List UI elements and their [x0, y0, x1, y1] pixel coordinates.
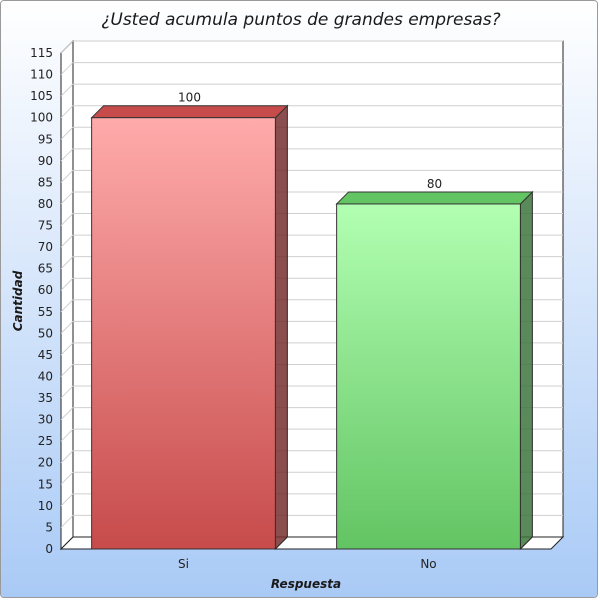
y-tick-label: 75 — [38, 219, 53, 233]
gridline-side — [60, 277, 74, 291]
gridline-side — [60, 320, 74, 334]
gridline-side — [60, 471, 74, 485]
y-tick-label: 0 — [45, 542, 53, 556]
gridline-side — [60, 105, 74, 119]
bars — [90, 104, 534, 551]
y-tick-label: 45 — [38, 348, 53, 362]
gridline-side — [60, 450, 74, 464]
gridline-side — [60, 515, 74, 528]
x-axis-ticks: Si No — [178, 557, 437, 571]
y-axis-ticks: 0 5 10 15 20 25 30 35 40 45 50 55 60 65 70 75 80 85 90 95 10… — [30, 46, 53, 556]
y-tick-label: 40 — [38, 369, 53, 383]
gridline-side — [60, 40, 74, 54]
y-tick-label: 70 — [38, 240, 53, 254]
gridline-side — [60, 256, 74, 270]
y-tick-label: 50 — [38, 326, 53, 340]
gridline-side — [60, 191, 74, 205]
y-tick-label: 30 — [38, 413, 53, 427]
y-tick-label: 85 — [38, 175, 53, 189]
data-label-No: 80 — [427, 177, 442, 191]
y-tick-label: 110 — [30, 68, 53, 82]
gridline-side — [60, 342, 74, 356]
data-label-Si: 100 — [178, 91, 201, 105]
gridline-side — [60, 83, 74, 97]
y-tick-label: 25 — [38, 434, 53, 448]
bar-top-Si — [90, 105, 289, 119]
y-tick-label: 115 — [30, 46, 53, 60]
gridline-side — [60, 213, 74, 226]
y-tick-label: 90 — [38, 154, 53, 168]
gridline-side — [60, 126, 74, 140]
gridline-side — [60, 364, 74, 377]
bar-No — [336, 203, 521, 550]
y-axis-label: Cantidad — [11, 270, 25, 331]
gridline-side — [60, 299, 74, 313]
y-tick-label: 95 — [38, 132, 53, 146]
chart-title: ¿Usted acumula puntos de grandes empresa… — [101, 10, 500, 30]
y-tick-label: 60 — [38, 283, 53, 297]
y-tick-label: 10 — [38, 499, 53, 513]
gridline-side — [60, 62, 74, 75]
y-tick-label: 65 — [38, 262, 53, 276]
gridline-side — [60, 428, 74, 442]
gridline-side — [60, 148, 74, 162]
bar-side-shade-Si — [275, 105, 288, 550]
bar-top-No — [335, 191, 534, 205]
data-labels: 100 80 — [178, 91, 442, 191]
gridline-side — [60, 385, 74, 399]
y-tick-label: 80 — [38, 197, 53, 211]
y-tick-label: 20 — [38, 456, 53, 470]
y-tick-label: 35 — [38, 391, 53, 405]
x-axis-label: Respuesta — [271, 577, 341, 591]
x-tick-label-Si: Si — [178, 557, 189, 571]
x-tick-label-No: No — [420, 557, 436, 571]
y-tick-label: 15 — [38, 477, 53, 491]
gridline-side — [60, 170, 74, 183]
y-tick-label: 100 — [30, 111, 53, 125]
gridline-side — [60, 234, 74, 248]
gridline-side — [60, 407, 74, 420]
y-tick-label: 105 — [30, 89, 53, 103]
gridline-side — [60, 493, 74, 507]
bar-Si — [91, 117, 276, 550]
side-wall — [60, 39, 74, 551]
y-tick-label: 55 — [38, 305, 53, 319]
bar-side-shade-No — [520, 191, 533, 549]
y-tick-label: 5 — [45, 520, 53, 534]
